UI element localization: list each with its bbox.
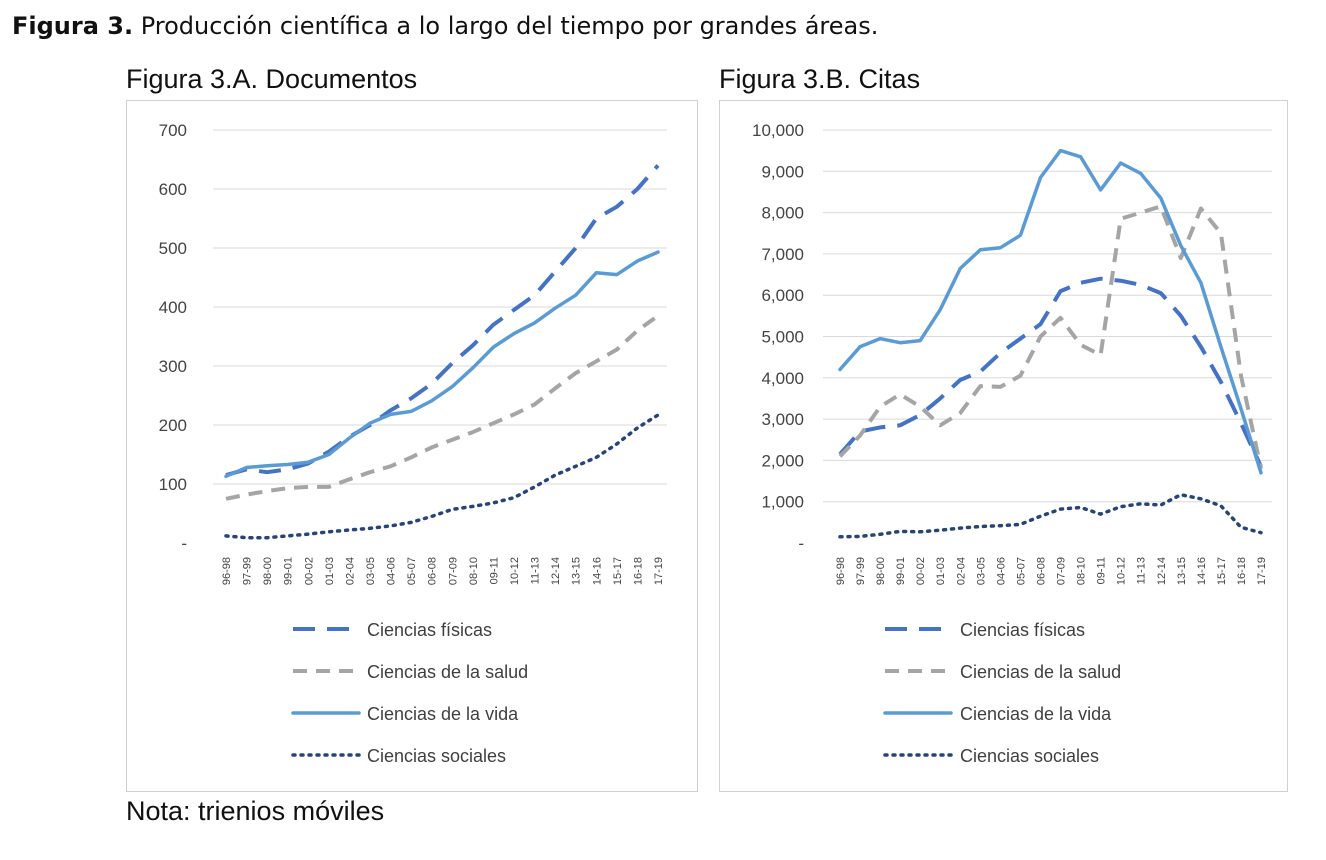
chart-b-xtick-label: 00-02: [915, 557, 927, 585]
chart-a-xtick-label: 02-04: [344, 557, 356, 585]
chart-a-ytick-label: 300: [159, 357, 187, 376]
chart-b-ytick-label: 6,000: [761, 286, 804, 305]
chart-b-ytick-label: 1,000: [761, 493, 804, 512]
chart-b-xtick-label: 06-08: [1035, 557, 1047, 585]
chart-a-xtick-label: 11-13: [530, 557, 542, 584]
chart-b-ytick-label: 9,000: [761, 162, 804, 181]
chart-b-xtick-label: 10-12: [1116, 557, 1128, 585]
chart-b-xtick-label: 98-00: [875, 557, 887, 585]
chart-a-xtick-label: 96-98: [221, 557, 233, 585]
chart-a-xtick-label: 09-11: [488, 557, 500, 584]
chart-b-series-line: [838, 204, 1263, 470]
chart-b-container: - 1,000 2,000 3,000 4,000 5,000 6,000 7,000 8,00…: [719, 100, 1288, 792]
chart-a-xtick-label: 00-02: [303, 557, 315, 585]
chart-a-xtick-label: 14-16: [591, 557, 603, 585]
chart-a-legend-label: Ciencias sociales: [367, 746, 506, 766]
chart-b-xtick-label: 01-03: [935, 557, 947, 585]
caption-label: Figura 3.: [12, 12, 134, 40]
chart-b-ytick-label: 10,000: [752, 121, 804, 140]
chart-a-xtick-label: 17-19: [653, 557, 665, 585]
chart-a-container: - 100 200 300 400 500 600 700 96-98 97-99 98-00 99-…: [126, 100, 698, 792]
chart-b-xtick-label: 15-17: [1216, 557, 1228, 585]
chart-b-xtick-label: 08-10: [1076, 557, 1088, 585]
chart-a-legend-label: Ciencias de la vida: [367, 704, 519, 724]
chart-b-legend-label: Ciencias de la salud: [960, 662, 1121, 682]
chart-b-xtick-label: 07-09: [1056, 557, 1068, 585]
chart-b-xtick-label: 11-13: [1136, 557, 1148, 584]
chart-a-series-line: [224, 250, 660, 479]
chart-a-xtick-label: 08-10: [468, 557, 480, 585]
chart-b-series-line: [838, 492, 1263, 539]
caption-text: Producción científica a lo largo del tie…: [140, 12, 879, 40]
chart-a-xtick-label: 16-18: [632, 557, 644, 585]
chart-a-xtick-label: 06-08: [427, 557, 439, 585]
chart-a-ytick-label: 200: [159, 416, 187, 435]
chart-b-xtick-label: 02-04: [955, 557, 967, 585]
chart-b-ytick-label: 8,000: [761, 204, 804, 223]
chart-b-xtick-label: 05-07: [1015, 557, 1027, 585]
chart-a-xtick-label: 03-05: [365, 557, 377, 585]
chart-a-xtick-label: 05-07: [406, 557, 418, 585]
chart-a-ytick-label: 100: [159, 475, 187, 494]
chart-b-series-line: [838, 276, 1263, 468]
chart-a-xtick-label: 07-09: [447, 557, 459, 585]
chart-b-legend-label: Ciencias físicas: [960, 620, 1085, 640]
chart-b-xtick-label: 09-11: [1096, 557, 1108, 584]
chart-b-ytick-label: -: [798, 534, 804, 553]
chart-b-xtick-label: 16-18: [1236, 557, 1248, 585]
chart-a-xtick-label: 99-01: [283, 557, 295, 585]
chart-b-ytick-label: 7,000: [761, 245, 804, 264]
chart-b-ytick-label: 3,000: [761, 410, 804, 429]
chart-b-ytick-label: 4,000: [761, 369, 804, 388]
chart-b-legend-label: Ciencias de la vida: [960, 704, 1112, 724]
chart-b-xtick-label: 03-05: [975, 557, 987, 585]
chart-a-xtick-label: 04-06: [386, 557, 398, 585]
chart-a-xtick-label: 98-00: [262, 557, 274, 585]
chart-b-xtick-label: 99-01: [895, 557, 907, 585]
figure-caption: Figura 3. Producción científica a lo lar…: [12, 12, 878, 40]
chart-a-ytick-label: -: [181, 534, 187, 553]
chart-b-ytick-label: 2,000: [761, 451, 804, 470]
chart-b-xtick-label: 14-16: [1196, 557, 1208, 585]
chart-b-ytick-label: 5,000: [761, 328, 804, 347]
chart-a-legend-label: Ciencias de la salud: [367, 662, 528, 682]
chart-a-xtick-label: 15-17: [612, 557, 624, 585]
chart-a-series-line: [225, 164, 660, 478]
chart-a-plot: - 100 200 300 400 500 600 700 96-98 97-99 98-00 99-…: [159, 121, 667, 766]
chart-b-xtick-label: 12-14: [1156, 557, 1168, 585]
chart-a-series-line: [225, 314, 660, 501]
chart-a-legend-label: Ciencias físicas: [367, 620, 492, 640]
chart-a-ytick-label: 700: [159, 121, 187, 140]
chart-a-ytick-label: 500: [159, 239, 187, 258]
chart-b-xtick-label: 97-99: [855, 557, 867, 585]
chart-b-title: Figura 3.B. Citas: [719, 64, 921, 94]
chart-b-xtick-label: 17-19: [1256, 557, 1268, 585]
chart-a-xtick-label: 13-15: [571, 557, 583, 585]
chart-a-ytick-label: 600: [159, 180, 187, 199]
chart-a-series-line: [224, 413, 660, 540]
chart-a-xtick-label: 01-03: [324, 557, 336, 585]
chart-b-xtick-label: 96-98: [835, 557, 847, 585]
chart-a-title: Figura 3.A. Documentos: [126, 64, 418, 94]
chart-a-xtick-label: 97-99: [242, 557, 254, 585]
chart-a-xtick-label: 10-12: [509, 557, 521, 585]
chart-b-xtick-label: 04-06: [995, 557, 1007, 585]
chart-a-xtick-label: 12-14: [550, 557, 562, 585]
chart-b-series-line: [838, 148, 1263, 475]
chart-a-ytick-label: 400: [159, 298, 187, 317]
footnote: Nota: trienios móviles: [126, 796, 385, 826]
chart-b-plot: - 1,000 2,000 3,000 4,000 5,000 6,000 7,000 8,00…: [752, 121, 1272, 766]
chart-b-legend-label: Ciencias sociales: [960, 746, 1099, 766]
chart-b-xtick-label: 13-15: [1176, 557, 1188, 585]
